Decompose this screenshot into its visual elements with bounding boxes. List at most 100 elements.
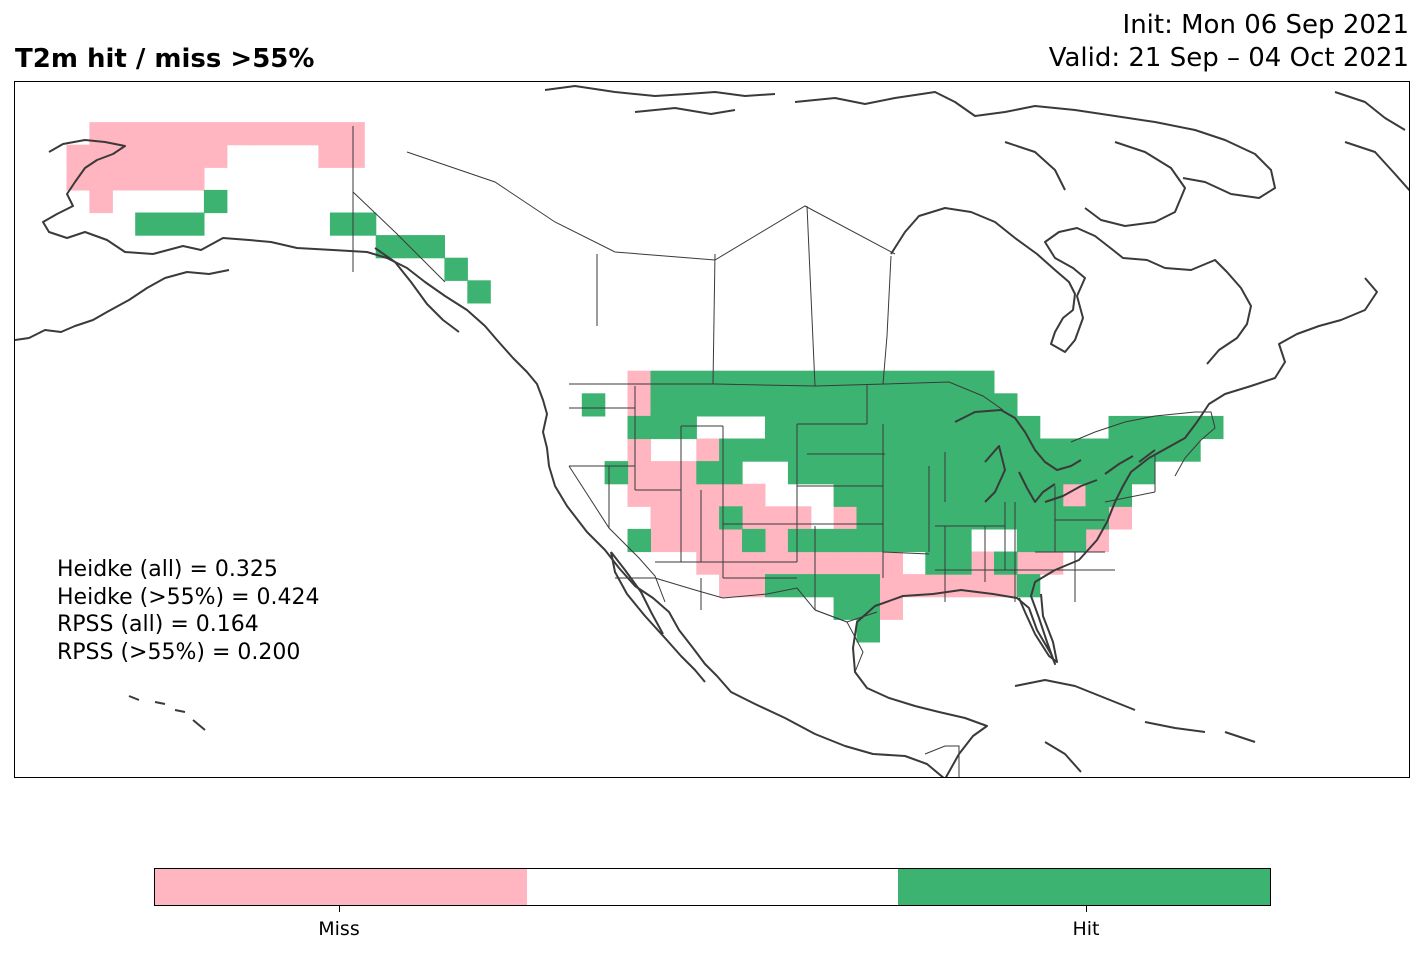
miss-cell [203,144,228,168]
miss-cell [696,438,720,462]
hit-cell [1016,483,1041,507]
hit-cell [765,393,789,417]
miss-cell [66,144,90,168]
hit-cell [833,528,858,553]
hit-cell [833,438,858,462]
miss-cell [627,370,651,394]
hit-cell [971,370,995,394]
miss-cell [1062,483,1087,507]
hit-cell [994,483,1018,507]
hit-cell [719,461,743,485]
colorbar-neutral-segment [526,869,899,905]
hit-cell [1131,415,1155,440]
hit-cell [810,370,835,394]
hit-cell [1016,438,1041,462]
colorbar-miss-segment [155,869,527,905]
hit-cell [719,393,743,417]
hit-cell [971,506,995,530]
miss-cell [719,551,743,575]
miss-cell [89,189,113,214]
hit-cell [879,506,903,530]
hit-cell [1108,461,1132,485]
hit-cell [925,528,949,553]
hit-cell [765,415,789,440]
hit-cell [925,551,949,575]
miss-cell [787,506,812,530]
hawaii-coast [128,695,206,731]
hit-cell [627,528,651,553]
hit-cell [994,415,1018,440]
hit-cell [902,506,926,530]
miss-cell [112,122,136,146]
colorbar-hit-tick [1086,906,1087,912]
miss-cell [181,122,205,146]
hit-cell [810,415,835,440]
central-america-borders [924,745,960,777]
hit-cell [650,370,674,394]
hit-cell [673,370,697,394]
miss-cell [787,551,812,575]
miss-cell [742,551,766,575]
hit-cell [467,280,491,304]
miss-cell [765,551,789,575]
hit-cell [1085,506,1109,530]
hit-cell [1108,438,1132,462]
hit-cell [856,370,880,394]
miss-cell [833,551,858,575]
hit-cell [879,370,903,394]
miss-cell [948,574,972,598]
hit-cell [879,415,903,440]
heidke-55-score: Heidke (>55%) = 0.424 [57,584,320,610]
hit-cell [742,528,766,553]
hit-cell [627,415,651,440]
hit-cell [1016,415,1041,440]
hit-cell [421,235,445,259]
hit-cell [856,619,880,643]
miss-cell [627,461,651,485]
coastline-west [42,139,945,777]
hit-cell [879,438,903,462]
hit-cell [810,438,835,462]
miss-cell [719,528,743,553]
miss-cell [673,506,697,530]
hit-cell [1039,438,1064,462]
miss-cell [650,483,674,507]
hit-cell [673,415,697,440]
hit-cell [856,506,880,530]
hit-cell [879,528,903,553]
alaska-panhandle-coast [374,247,460,333]
yukon-bc-border [352,191,446,283]
miss-cell [158,122,182,146]
hit-cell [742,370,766,394]
hit-cell [971,461,995,485]
miss-cell [181,144,205,168]
miss-cell [627,438,651,462]
miss-cell [158,167,182,191]
miss-cell [89,167,113,191]
aleutian-coast [15,269,230,341]
hit-cell [719,370,743,394]
miss-cell [650,506,674,530]
hit-cell [902,528,926,553]
hit-cell [787,370,812,394]
map-panel [14,81,1410,778]
hit-cell [833,370,858,394]
hudson-bay-coast [890,207,1252,365]
map-title: T2m hit / miss >55% [15,44,315,74]
hit-cell [650,393,674,417]
hit-cell [925,438,949,462]
hit-cell [925,415,949,440]
hit-cell [1016,574,1041,598]
miss-cell [879,551,903,575]
hit-cell [673,393,697,417]
political-borders [352,126,1216,777]
hit-cell [948,506,972,530]
hit-cell [158,212,182,236]
hit-cell [948,483,972,507]
hit-cell [135,212,159,236]
hit-cell [856,528,880,553]
canada-province-borders [406,151,896,387]
hit-cell [1108,483,1132,507]
hit-cell [604,461,629,485]
miss-cell [994,574,1018,598]
